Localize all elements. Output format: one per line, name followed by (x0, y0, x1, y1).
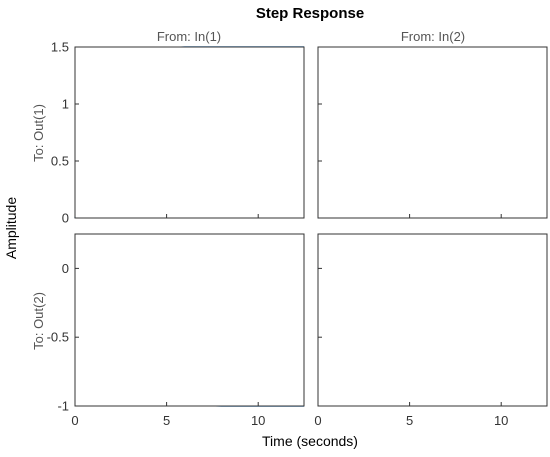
panels-group: 0 0.5 1 1.5 -1 -0.5 0 0 5 10 0 5 10 (47, 40, 548, 428)
x-tick-label: 0 (314, 413, 321, 428)
panel-frame (317, 46, 548, 219)
column-title-in1: From: In(1) (157, 29, 221, 44)
y-tick-label: 1 (62, 97, 69, 112)
y-tick-label: 0.5 (51, 154, 69, 169)
row-label-out1: To: Out(1) (31, 104, 46, 162)
y-tick-label: -1 (57, 399, 69, 414)
panel-frame (74, 46, 305, 219)
row-label-out2: To: Out(2) (31, 292, 46, 350)
x-tick-label: 5 (406, 413, 413, 428)
y-tick-label: -0.5 (47, 330, 69, 345)
x-tick-label: 10 (251, 413, 265, 428)
panel-r1c1: 0 0.5 1 1.5 (51, 40, 305, 226)
y-tick-label: 1.5 (51, 40, 69, 55)
column-title-in2: From: In(2) (401, 29, 465, 44)
y-tick-label: 0 (62, 211, 69, 226)
panel-r1c2 (317, 46, 548, 219)
panel-frame (74, 233, 305, 407)
chart-title: Step Response (256, 5, 364, 22)
x-axis-label: Time (seconds) (262, 433, 358, 449)
panel-r2c1: -1 -0.5 0 0 5 10 (47, 233, 305, 428)
y-tick-label: 0 (62, 261, 69, 276)
panel-r2c2: 0 5 10 (314, 233, 548, 428)
x-tick-label: 5 (163, 413, 170, 428)
x-tick-label: 10 (494, 413, 508, 428)
y-axis-label: Amplitude (3, 197, 19, 259)
panel-frame (317, 233, 548, 407)
x-tick-label: 0 (71, 413, 78, 428)
